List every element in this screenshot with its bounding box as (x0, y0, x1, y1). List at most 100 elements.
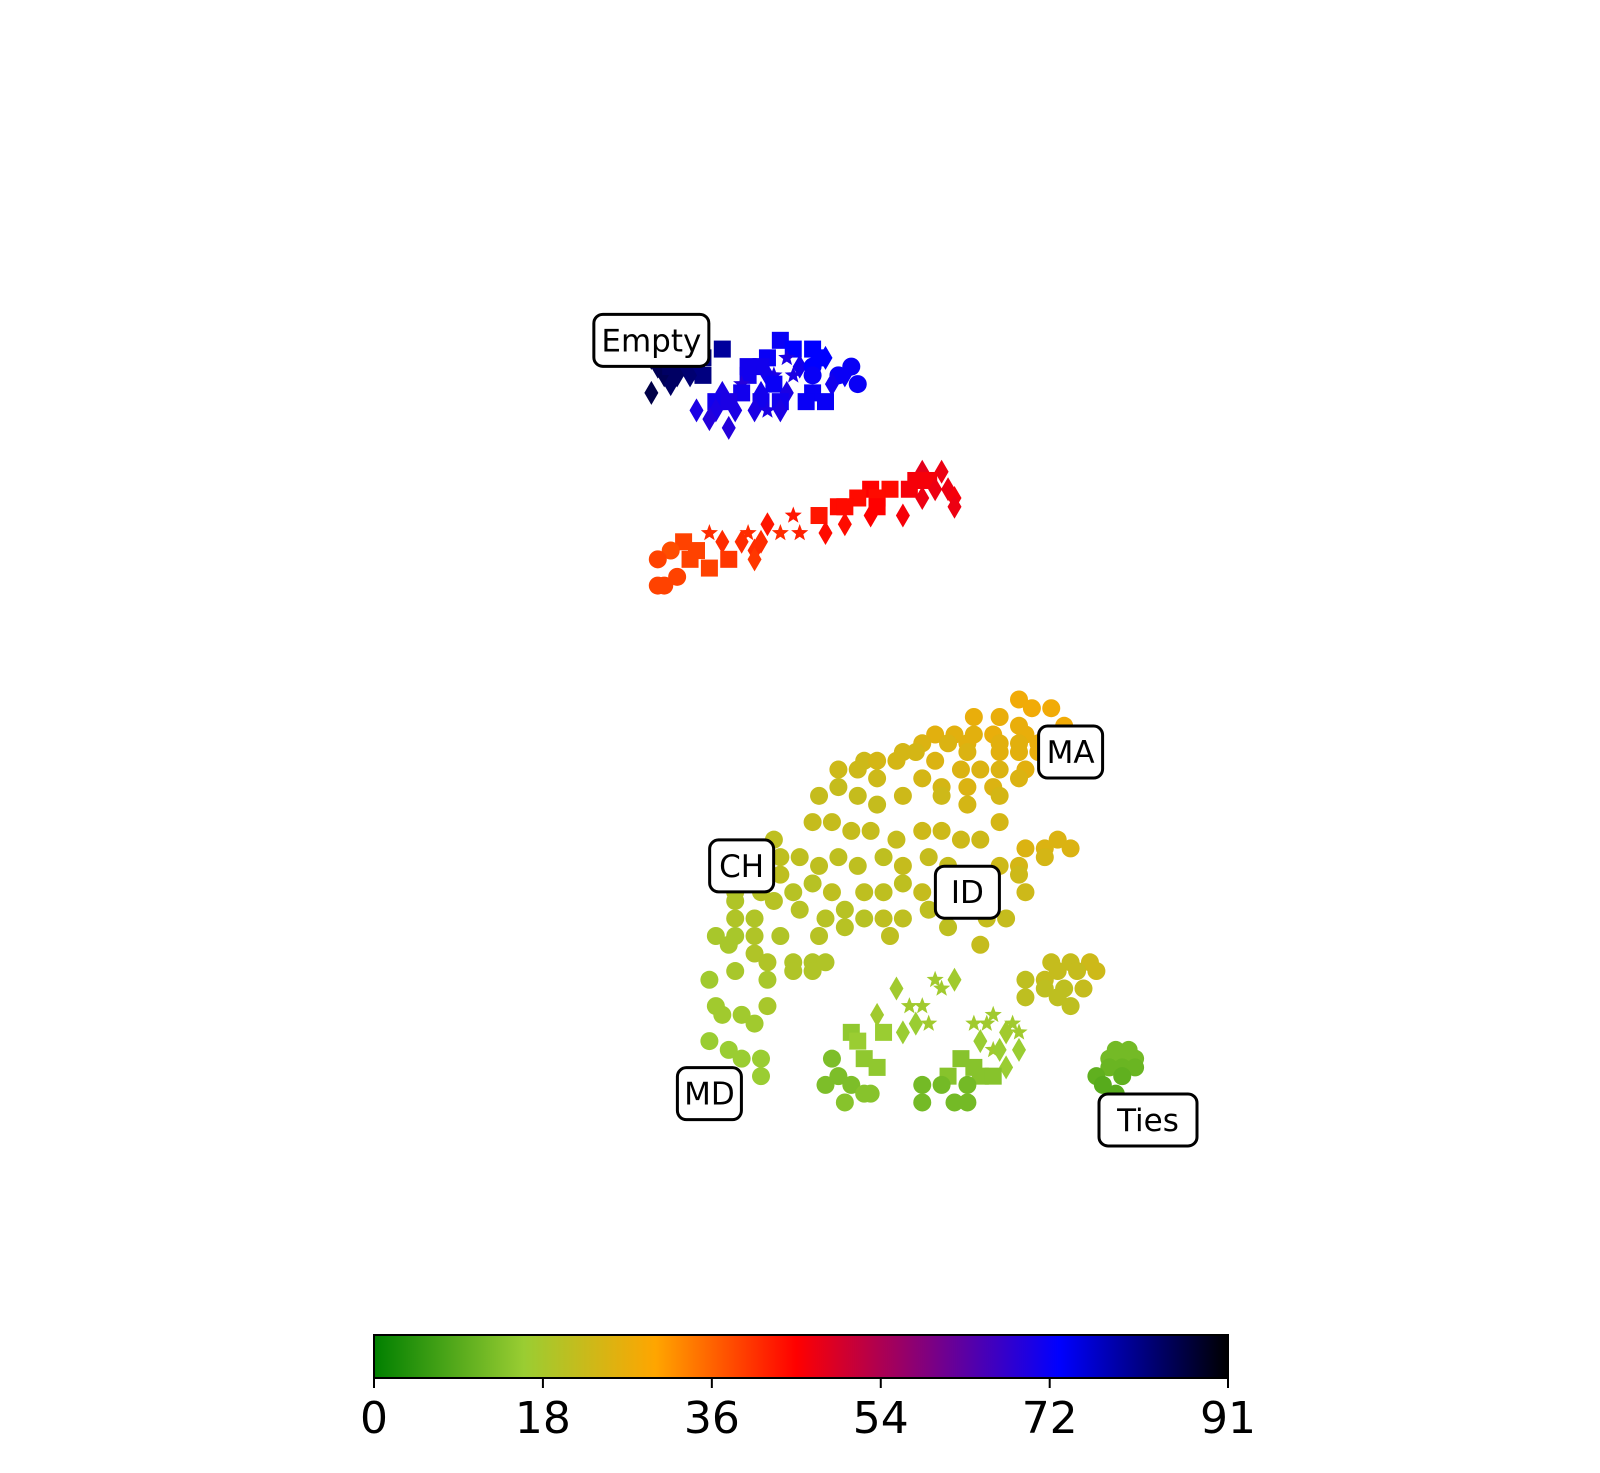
cluster-label-box (1037, 724, 1105, 780)
scatter-point-diamond (747, 547, 762, 572)
cluster-label-box (933, 864, 1001, 920)
scatter-point-star (778, 348, 796, 366)
scatter-point-diamond (992, 1037, 1007, 1062)
scatter-point-square (797, 393, 815, 411)
scatter-point-star (791, 524, 809, 541)
scatter-point-circle (990, 760, 1009, 779)
scatter-point-circle (1093, 1075, 1112, 1094)
scatter-point-circle (1016, 839, 1035, 858)
scatter-point-circle (816, 909, 835, 928)
scatter-point-circle (874, 883, 893, 902)
scatter-point-circle (926, 725, 945, 744)
scatter-point-diamond (747, 398, 762, 423)
scatter-point-circle (752, 1049, 770, 1068)
scatter-point-diamond (915, 486, 930, 510)
scatter-point-circle (784, 962, 803, 981)
scatter-point-square (733, 384, 751, 402)
cluster-label-box (1097, 1092, 1199, 1148)
scatter-point-circle (958, 1093, 977, 1112)
scatter-point-circle (1010, 769, 1028, 788)
scatter-point-circle (1010, 865, 1028, 884)
colorbar-tick-label: 0 (360, 1393, 388, 1444)
scatter-point-diamond (999, 1020, 1014, 1045)
scatter-point-circle (971, 935, 990, 954)
scatter-point-square (713, 340, 731, 358)
scatter-point-diamond (837, 363, 852, 388)
cluster-label-box (592, 312, 711, 368)
colorbar-tick-label: 72 (1022, 1393, 1078, 1444)
scatter-point-circle (732, 1005, 751, 1024)
scatter-point-diamond (734, 529, 749, 554)
scatter-point-circle (700, 1032, 719, 1051)
scatter-point-square (900, 480, 918, 498)
scatter-point-diamond (689, 398, 704, 423)
colorbar-tick-label: 91 (1200, 1393, 1256, 1444)
scatter-point-circle (958, 778, 977, 797)
scatter-point-circle (868, 795, 887, 814)
scatter-point-star (758, 401, 776, 418)
scatter-point-star (739, 524, 757, 541)
cluster-label-text: MD (684, 1077, 735, 1113)
scatter-point-star (978, 1014, 996, 1031)
scatter-point-circle (913, 1075, 932, 1094)
scatter-point-circle (848, 375, 867, 394)
scatter-point-circle (951, 830, 970, 849)
scatter-point-circle (829, 778, 848, 797)
scatter-point-circle (1010, 743, 1028, 762)
scatter-point-square (784, 340, 802, 358)
scatter-point-circle (771, 848, 790, 867)
scatter-point-circle (1068, 962, 1087, 981)
scatter-point-diamond (773, 398, 788, 423)
scatter-point-circle (1061, 997, 1080, 1016)
cluster-label: MD (675, 1066, 743, 1122)
scatter-point-circle (790, 900, 809, 919)
scatter-point-circle (1035, 848, 1054, 867)
scatter-point-circle (745, 944, 764, 963)
scatter-point-circle (906, 743, 925, 762)
scatter-point-circle (932, 821, 951, 840)
scatter-point-diamond (947, 494, 962, 519)
scatter-point-circle (810, 927, 829, 945)
scatter-point-circle (913, 1093, 932, 1112)
scatter-point-circle (758, 953, 777, 972)
scatter-point-circle (932, 1075, 951, 1094)
scatter-point-diamond (889, 976, 904, 1001)
scatter-point-circle (971, 760, 990, 779)
scatter-point-circle (990, 743, 1009, 762)
scatter-point-diamond (895, 1020, 910, 1045)
cluster-label: ID (933, 864, 1001, 920)
scatter-point-square (700, 559, 718, 577)
colorbar: 0 18 36 54 72 91 (360, 1334, 1256, 1444)
scatter-point-circle (887, 751, 906, 770)
scatter-point-circle (1016, 970, 1035, 989)
scatter-point-circle (848, 760, 867, 779)
scatter-point-circle (764, 891, 783, 910)
scatter-point-circle (958, 743, 977, 762)
scatter-point-star (784, 366, 802, 383)
colorbar-ticks: 0 18 36 54 72 91 (360, 1378, 1256, 1444)
scatter-point-square (971, 1067, 989, 1085)
scatter-point-circle (816, 953, 835, 972)
scatter-point-circle (971, 830, 990, 849)
scatter-point-diamond (863, 503, 878, 528)
scatter-point-circle (713, 1005, 732, 1024)
colorbar-tick-label: 54 (853, 1393, 909, 1444)
scatter-point-circle (881, 927, 899, 945)
cluster-label-box (708, 838, 776, 894)
scatter-point-diamond (934, 459, 949, 484)
scatter-point-circle (990, 813, 1009, 832)
scatter-point-star (984, 1005, 1002, 1023)
scatter-point-circle (648, 550, 667, 569)
scatter-point-circle (932, 786, 951, 805)
scatter-point-circle (855, 909, 874, 928)
scatter-point-circle (726, 909, 745, 928)
colorbar-tick-label: 18 (515, 1393, 571, 1444)
scatter-point-circle (822, 883, 841, 902)
scatter-point-circle (803, 366, 822, 385)
scatter-point-circle (822, 1049, 841, 1068)
scatter-point-circle (810, 786, 829, 805)
scatter-point-circle (719, 935, 738, 954)
scatter-point-star (784, 506, 802, 523)
scatter-point-circle (719, 1040, 738, 1059)
cluster-label-text: MA (1047, 735, 1095, 771)
